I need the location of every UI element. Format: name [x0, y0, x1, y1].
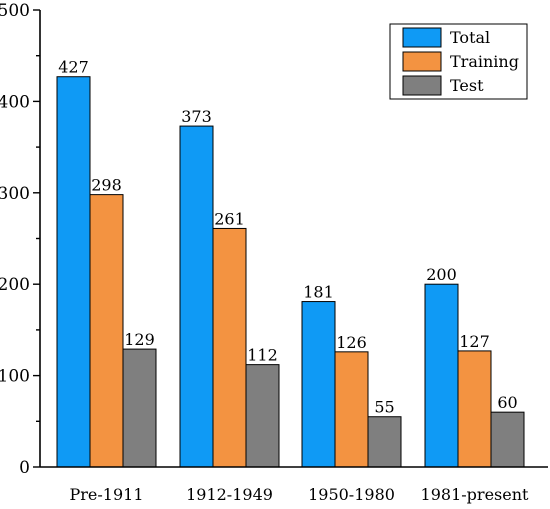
y-tick-label: 300 [0, 184, 30, 204]
y-tick-label: 400 [0, 92, 30, 112]
legend-label-total: Total [450, 28, 490, 47]
x-category-labels: Pre-1911 1912-1949 1950-1980 1981-present [69, 485, 529, 504]
data-label: 127 [459, 332, 490, 351]
bar-training-1950-1980 [334, 351, 369, 468]
legend: Total Training Test [389, 23, 528, 100]
y-ticks-layer: 0 100 200 300 400 500 [0, 1, 40, 478]
data-label: 200 [426, 265, 457, 284]
data-label: 126 [336, 333, 367, 352]
bar-test-1981-present [490, 411, 525, 468]
legend-label-training: Training [450, 52, 519, 71]
data-label: 60 [497, 393, 517, 412]
bar-test-pre-1911 [122, 348, 157, 468]
y-tick-label: 500 [0, 1, 30, 21]
data-label: 55 [374, 398, 394, 417]
x-category-label: 1981-present [421, 485, 529, 504]
bar-training-1912-1949 [212, 227, 247, 468]
x-category-label: Pre-1911 [69, 485, 143, 504]
y-tick-label: 200 [0, 275, 30, 295]
bar-total-1912-1949 [179, 125, 214, 468]
legend-swatch-total [402, 27, 442, 48]
bar-total-1950-1980 [301, 301, 336, 468]
data-label: 298 [91, 176, 122, 195]
bar-test-1950-1980 [367, 416, 402, 468]
data-label: 129 [124, 330, 155, 349]
x-category-label: 1912-1949 [186, 485, 273, 504]
bars-layer [56, 76, 525, 468]
bar-total-1981-present [424, 283, 459, 468]
bar-training-1981-present [457, 350, 492, 468]
data-label: 112 [247, 346, 278, 365]
y-tick-label: 0 [19, 458, 30, 478]
data-label: 261 [214, 209, 245, 228]
legend-swatch-training [402, 51, 442, 72]
y-tick-label: 100 [0, 367, 30, 387]
x-category-label: 1950-1980 [308, 485, 395, 504]
legend-swatch-test [402, 75, 442, 96]
data-label: 427 [58, 58, 89, 77]
data-label: 181 [303, 283, 334, 302]
data-label: 373 [181, 107, 212, 126]
legend-label-test: Test [450, 76, 484, 95]
bar-total-pre-1911 [56, 76, 91, 468]
bar-training-pre-1911 [89, 194, 124, 468]
bar-test-1912-1949 [245, 364, 280, 468]
data-labels-layer: 427 298 129 373 261 112 181 126 55 200 127 60 [58, 58, 517, 417]
